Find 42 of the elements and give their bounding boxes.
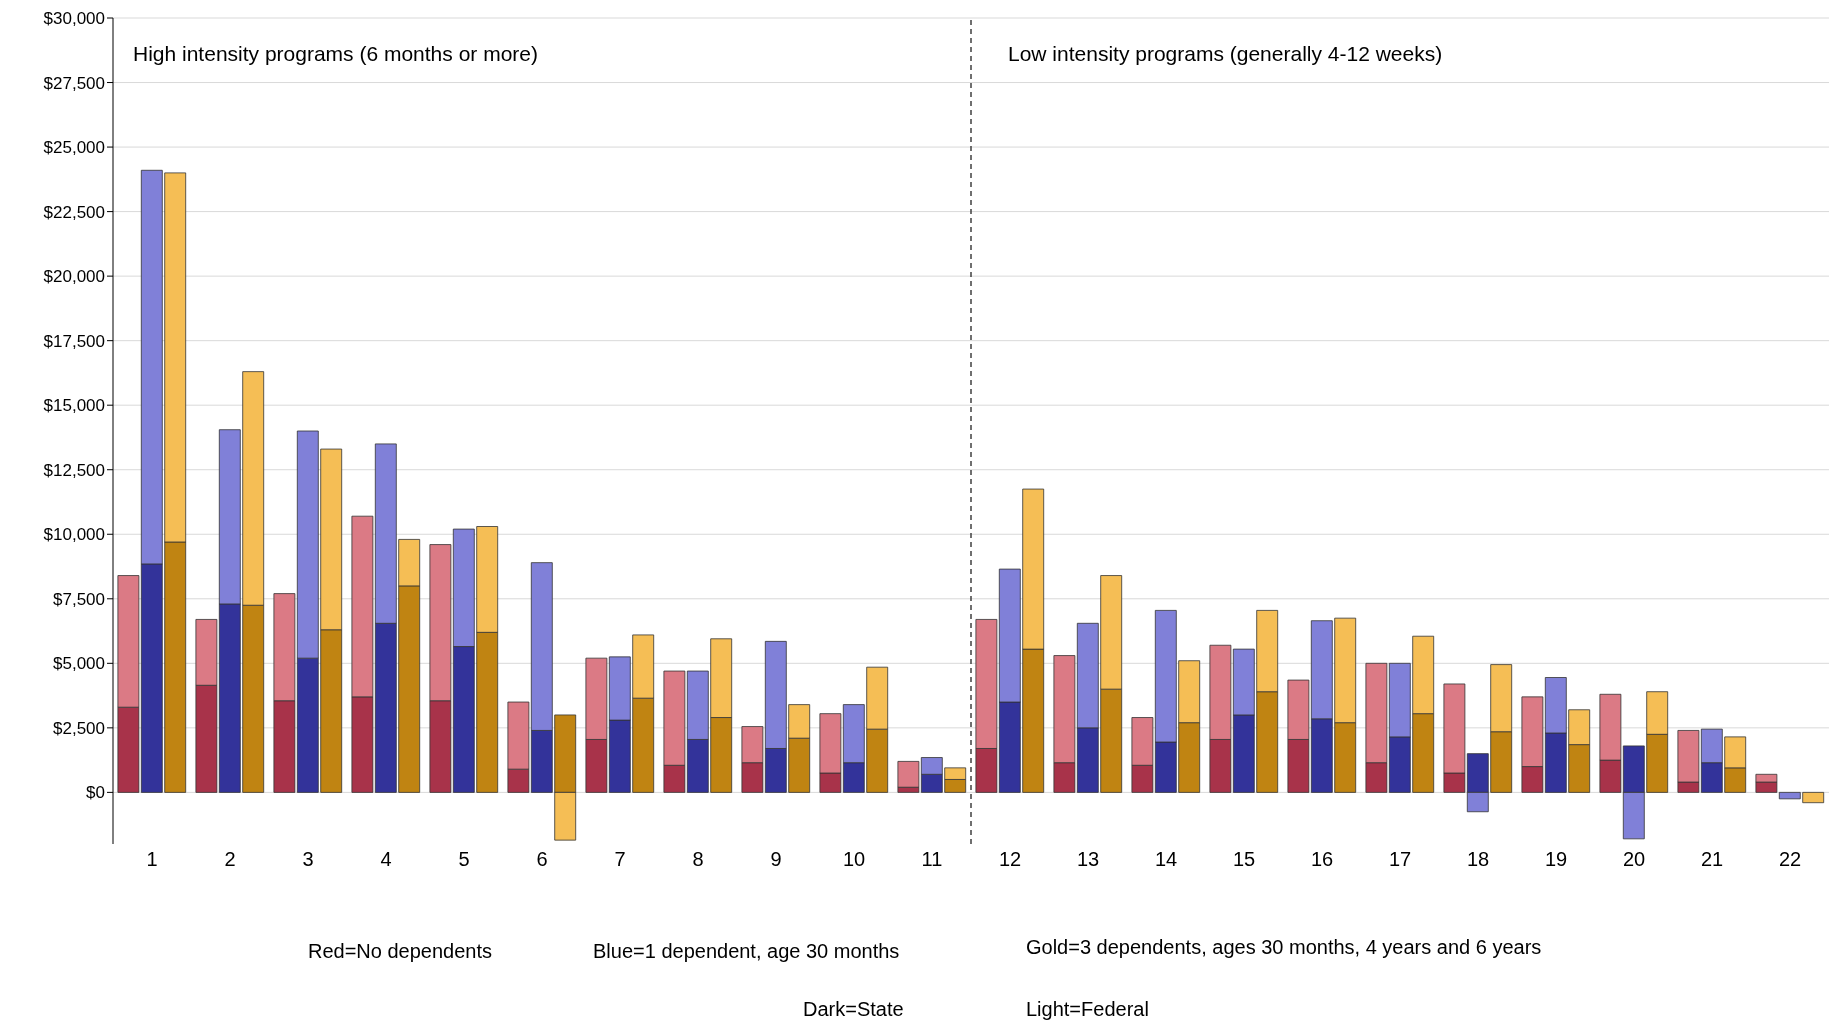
x-tick-label: 20 xyxy=(1622,848,1646,871)
x-tick-label: 15 xyxy=(1232,848,1256,871)
text: Dark=State xyxy=(803,998,904,1021)
x-tick-label: 19 xyxy=(1544,848,1568,871)
y-tick-label: $22,500 xyxy=(43,202,105,222)
y-tick-label: $10,000 xyxy=(43,525,105,545)
y-tick-label: $2,500 xyxy=(53,718,105,738)
x-tick-label: 7 xyxy=(614,848,626,871)
text: Blue=1 dependent, age 30 months xyxy=(593,940,900,963)
y-tick-label: $27,500 xyxy=(43,73,105,93)
y-tick-label: $15,000 xyxy=(43,396,105,416)
y-tick-label: $5,000 xyxy=(53,654,105,674)
x-tick-label: 8 xyxy=(692,848,704,871)
text: Light=Federal xyxy=(1026,998,1149,1021)
y-tick-label: $25,000 xyxy=(43,138,105,158)
x-tick-label: 5 xyxy=(458,848,470,871)
x-tick-label: 21 xyxy=(1700,848,1724,871)
x-tick-label: 1 xyxy=(146,848,158,871)
y-tick-label: $12,500 xyxy=(43,460,105,480)
annotation: High intensity programs (6 months or more) xyxy=(133,42,538,66)
y-tick-label: $20,000 xyxy=(43,267,105,287)
x-tick-label: 18 xyxy=(1466,848,1490,871)
x-tick-label: 6 xyxy=(536,848,548,871)
x-tick-label: 13 xyxy=(1076,848,1100,871)
text: Red=No dependents xyxy=(308,940,493,963)
x-tick-label: 12 xyxy=(998,848,1022,871)
text: Gold=3 dependents, ages 30 months, 4 years and 6 years xyxy=(1026,936,1542,959)
annotation: Low intensity programs (generally 4-12 weeks) xyxy=(1008,42,1443,66)
x-tick-label: 22 xyxy=(1778,848,1802,871)
x-tick-label: 3 xyxy=(302,848,314,871)
x-tick-label: 2 xyxy=(224,848,236,871)
y-tick-label: $17,500 xyxy=(43,331,105,351)
x-tick-label: 10 xyxy=(842,848,866,871)
x-tick-label: 16 xyxy=(1310,848,1334,871)
x-tick-label: 4 xyxy=(380,848,392,871)
x-tick-label: 14 xyxy=(1154,848,1178,871)
x-tick-label: 11 xyxy=(921,848,943,871)
x-tick-label: 17 xyxy=(1388,848,1412,871)
y-tick-label: $7,500 xyxy=(53,589,105,609)
x-tick-label: 9 xyxy=(770,848,782,871)
y-tick-label: $30,000 xyxy=(43,9,105,29)
y-tick-label: $0 xyxy=(86,783,105,803)
